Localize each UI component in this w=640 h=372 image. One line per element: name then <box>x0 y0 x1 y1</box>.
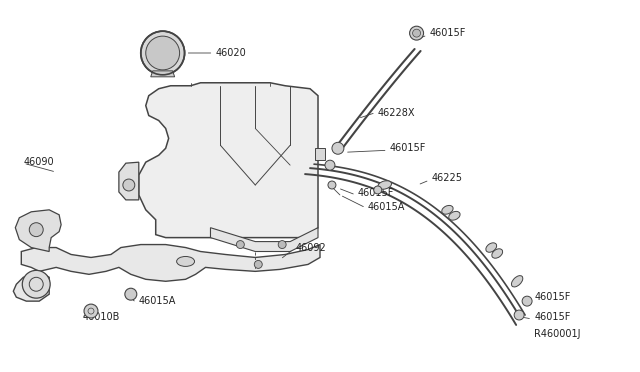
Ellipse shape <box>511 276 523 287</box>
Text: 46090: 46090 <box>23 157 54 167</box>
Ellipse shape <box>442 205 453 214</box>
Circle shape <box>84 304 98 318</box>
Circle shape <box>514 310 524 320</box>
Text: 46228X: 46228X <box>378 108 415 118</box>
Circle shape <box>146 36 180 70</box>
Circle shape <box>254 260 262 268</box>
Ellipse shape <box>486 243 497 252</box>
Ellipse shape <box>378 181 392 189</box>
Circle shape <box>413 29 420 37</box>
Polygon shape <box>15 210 61 251</box>
Polygon shape <box>139 83 318 238</box>
Circle shape <box>328 181 336 189</box>
Circle shape <box>278 241 286 248</box>
Circle shape <box>410 26 424 40</box>
Circle shape <box>522 296 532 306</box>
Circle shape <box>141 31 184 75</box>
Circle shape <box>332 142 344 154</box>
Text: 46225: 46225 <box>431 173 463 183</box>
Polygon shape <box>211 228 318 251</box>
Text: 46015A: 46015A <box>139 296 176 306</box>
Circle shape <box>374 186 381 194</box>
Ellipse shape <box>492 249 502 258</box>
Ellipse shape <box>177 256 195 266</box>
Text: 46015A: 46015A <box>368 202 405 212</box>
Text: R460001J: R460001J <box>534 329 580 339</box>
Text: 46015F: 46015F <box>358 188 394 198</box>
Polygon shape <box>151 71 175 77</box>
Circle shape <box>236 241 244 248</box>
Ellipse shape <box>449 211 460 220</box>
Polygon shape <box>315 148 325 160</box>
Circle shape <box>22 270 50 298</box>
Text: 46015F: 46015F <box>429 28 466 38</box>
Text: 46015F: 46015F <box>534 292 570 302</box>
Circle shape <box>29 223 44 237</box>
Circle shape <box>123 179 135 191</box>
Text: 46015F: 46015F <box>534 312 570 322</box>
Text: 46020: 46020 <box>216 48 246 58</box>
Text: 46015F: 46015F <box>390 143 426 153</box>
Polygon shape <box>13 244 320 301</box>
Circle shape <box>325 160 335 170</box>
Circle shape <box>125 288 137 300</box>
Polygon shape <box>119 162 139 200</box>
Text: 46010B: 46010B <box>83 312 120 322</box>
Text: 46092: 46092 <box>295 243 326 253</box>
